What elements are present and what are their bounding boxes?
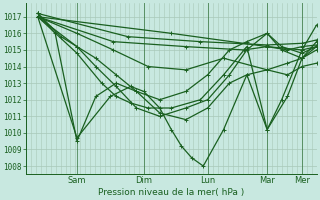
X-axis label: Pression niveau de la mer( hPa ): Pression niveau de la mer( hPa ) xyxy=(98,188,244,197)
